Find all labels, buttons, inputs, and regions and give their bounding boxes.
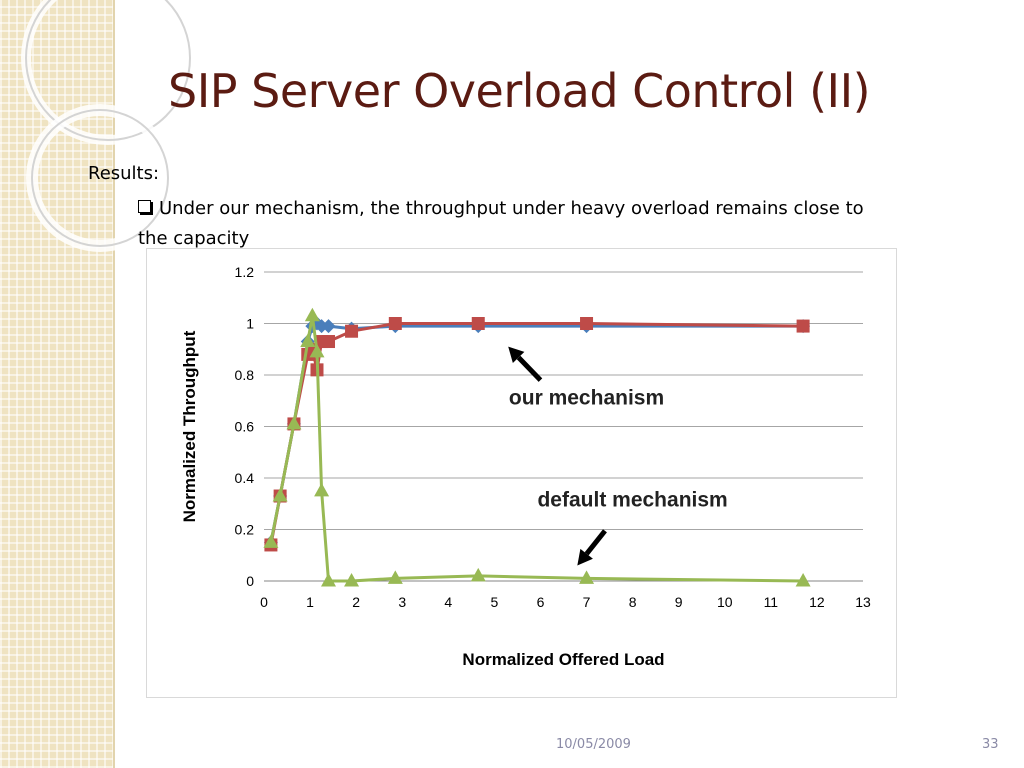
x-axis-title: Normalized Offered Load [462, 650, 664, 669]
results-label: Results: [88, 163, 160, 184]
x-tick-label: 12 [809, 594, 825, 610]
y-tick-label: 1.2 [235, 264, 255, 280]
annotation-arrow-head-0 [508, 346, 525, 364]
x-tick-label: 6 [537, 594, 545, 610]
series-2-point [470, 567, 486, 582]
x-tick-label: 13 [855, 594, 871, 610]
series-line-1 [269, 322, 804, 546]
x-tick-label: 11 [764, 594, 779, 610]
series-2-point [795, 573, 811, 587]
bullet-point: Under our mechanism, the throughput unde… [138, 194, 898, 254]
y-tick-label: 0 [246, 573, 254, 589]
series-1-point [322, 335, 336, 349]
y-tick-label: 0.2 [235, 522, 255, 538]
x-tick-label: 1 [306, 594, 314, 610]
slide-title: SIP Server Overload Control (II) [168, 64, 871, 118]
bullet-text: Under our mechanism, the throughput unde… [138, 198, 864, 249]
annotation-label-1: default mechanism [537, 488, 727, 511]
series-2-point [300, 333, 316, 348]
annotation-arrow-shaft-1 [584, 529, 607, 556]
series-2-point [321, 573, 337, 587]
series-1-point [471, 317, 485, 330]
series-line-2 [269, 314, 804, 583]
x-tick-label: 2 [352, 594, 360, 610]
series-2-point [286, 415, 302, 430]
chart-container: 0 0.2 0.4 0.6 0.8 1 1.2 0 1 2 3 4 5 6 7 8 9 10 11 12 13 Norma… [146, 248, 897, 698]
x-tick-label: 9 [675, 594, 683, 610]
throughput-chart: 00.20.40.60.811.20 1 2 3 4 5 6 7 8 9 10 11 12 13Norma… [180, 264, 871, 669]
annotation-label-0: our mechanism [509, 387, 664, 410]
series-1-point [796, 319, 810, 333]
x-tick-label: 8 [629, 594, 637, 610]
checkbox-bullet-icon [138, 200, 151, 213]
series-2-point [344, 573, 360, 587]
footer-date: 10/05/2009 [556, 737, 631, 752]
x-tick-label: 5 [490, 594, 498, 610]
y-tick-label: 1 [246, 316, 254, 332]
side-divider [113, 0, 115, 768]
y-tick-label: 0.4 [235, 470, 255, 486]
x-tick-label: 4 [444, 594, 452, 610]
x-tick-label: 10 [717, 594, 733, 610]
series-1-point [345, 324, 359, 338]
series-2-point [309, 343, 325, 358]
series-1-point [580, 317, 594, 330]
annotation-arrow-shaft-0 [516, 355, 543, 382]
series-2-point [314, 482, 330, 497]
y-tick-label: 0.8 [235, 367, 255, 383]
series-2-point [387, 570, 403, 584]
y-axis-title: Normalized Throughput [180, 330, 199, 522]
series-1-point [388, 317, 402, 330]
annotation-arrow-head-1 [577, 548, 593, 566]
x-tick-label: 0 [260, 594, 268, 610]
series-2-point [263, 534, 279, 548]
x-tick-label: 7 [583, 594, 591, 610]
series-2-point [272, 488, 288, 502]
y-tick-label: 0.6 [235, 419, 255, 435]
series-2-point [579, 570, 595, 584]
decorative-rings [21, 0, 195, 252]
series-0-point [321, 319, 336, 334]
footer-page-number: 33 [982, 737, 999, 752]
series-2-point [304, 307, 320, 322]
x-tick-label: 3 [398, 594, 406, 610]
